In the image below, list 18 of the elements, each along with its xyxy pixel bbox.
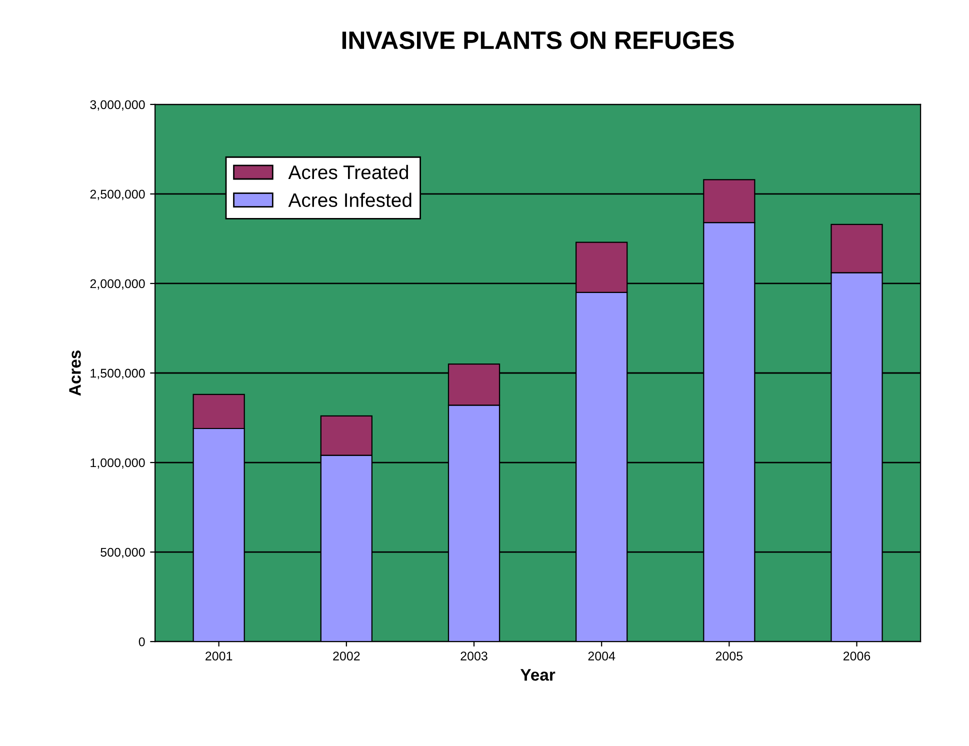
x-tick-label: 2006 (843, 652, 870, 660)
y-tick-label: 2,500,000 (90, 190, 145, 200)
y-tick-label: 500,000 (100, 548, 145, 558)
y-tick-label: 0 (138, 637, 145, 646)
y-tick-label: 1,000,000 (90, 458, 145, 469)
x-tick-label: 2001 (206, 652, 232, 660)
x-tick-label: 2003 (460, 652, 488, 660)
y-tick-label: 1,500,000 (90, 368, 145, 380)
x-tick-label: 2004 (588, 652, 616, 660)
x-axis-title: Year (520, 669, 556, 681)
chart-title: INVASIVE PLANTS ON REFUGES (342, 31, 734, 50)
x-tick-label: 2002 (333, 652, 360, 660)
y-axis-title: Acres (69, 350, 81, 396)
legend-label: Acres Treated (288, 164, 408, 180)
x-tick-label: 2005 (716, 652, 743, 660)
y-tick-label: 2,000,000 (90, 279, 145, 290)
legend-label: Acres Infested (288, 192, 412, 208)
y-tick-label: 3,000,000 (90, 100, 145, 111)
